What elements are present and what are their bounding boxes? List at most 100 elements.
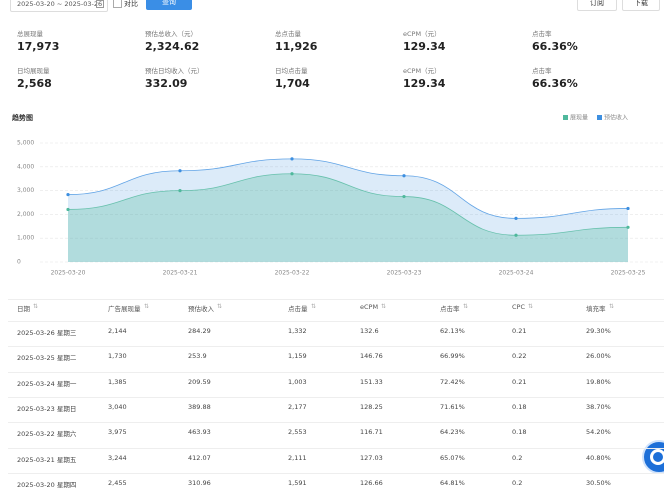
sort-icon: ⇅ <box>33 303 39 310</box>
table-cell: 1,730 <box>108 352 127 361</box>
table-cell: 0.18 <box>512 428 527 437</box>
y-tick-label: 5,000 <box>17 140 34 147</box>
query-button[interactable]: 查询 <box>146 0 192 10</box>
point <box>514 216 518 220</box>
table-cell: 40.80% <box>586 453 611 462</box>
table-cell: 128.25 <box>360 402 383 411</box>
sort-icon: ⇅ <box>463 303 469 310</box>
legend-label: 展现量 <box>570 115 588 122</box>
stat-value: 129.34 <box>403 77 446 90</box>
table-cell: 412.07 <box>188 453 211 462</box>
stat-value: 17,973 <box>17 40 60 53</box>
table-cell: 2,111 <box>288 453 307 462</box>
table-header: CPC <box>512 303 525 311</box>
calendar-icon <box>96 0 104 8</box>
table-cell: 2,553 <box>288 428 307 437</box>
table-cell: 62.13% <box>440 327 465 335</box>
sort-icon: ⇅ <box>144 303 150 310</box>
table-cell: 2025-03-25 星期二 <box>17 354 77 363</box>
table-cell: 127.03 <box>360 453 383 462</box>
table-header: 填充率 <box>586 305 606 313</box>
sort-icon: ⇅ <box>528 303 534 310</box>
table-cell: 1,385 <box>108 377 127 386</box>
point <box>290 172 294 176</box>
row-divider <box>8 346 664 348</box>
y-tick-label: 4,000 <box>17 163 34 170</box>
area-fill <box>68 158 628 262</box>
table-cell: 72.42% <box>440 377 465 386</box>
stat-label: 点击率 <box>532 30 552 38</box>
subscribe-button[interactable]: 订阅 <box>577 0 617 11</box>
download-button[interactable]: 下载 <box>622 0 660 11</box>
table-cell: 2025-03-20 星期四 <box>17 480 77 489</box>
table-cell: 146.76 <box>360 352 383 361</box>
stat-value: 11,926 <box>275 40 318 53</box>
table-cell: 151.33 <box>360 377 383 386</box>
stat-label: 预估总收入（元） <box>145 30 197 38</box>
x-tick-label: 2025-03-20 <box>51 270 86 277</box>
table-cell: 209.59 <box>188 377 211 386</box>
table-cell: 54.20% <box>586 428 611 437</box>
table-cell: 2025-03-26 星期三 <box>17 329 77 337</box>
table-cell: 2025-03-24 星期一 <box>17 379 77 388</box>
table-cell: 2,177 <box>288 402 307 411</box>
stat-label: eCPM（元） <box>403 67 441 75</box>
table-cell: 1,591 <box>288 478 307 487</box>
point <box>66 192 70 197</box>
stat-value: 129.34 <box>403 40 446 53</box>
chart: 0 1,000 2,000 3,000 4,000 5,000 2025-03-20 2025… <box>17 114 664 277</box>
table-cell: 0.22 <box>512 352 527 361</box>
area-fill <box>68 173 628 262</box>
table-header: 日期 <box>17 305 30 313</box>
y-tick-label: 2,000 <box>17 211 34 218</box>
date-picker[interactable] <box>10 0 108 12</box>
table-cell: 253.9 <box>188 352 207 361</box>
sort-icon: ⇅ <box>217 303 223 310</box>
point <box>514 233 518 237</box>
table-cell: 310.96 <box>188 478 211 487</box>
stat-label: 总展现量 <box>17 30 43 38</box>
table-cell: 3,975 <box>108 428 127 437</box>
stat-label: 日均展现量 <box>17 67 50 75</box>
table-cell: 2025-03-22 星期六 <box>17 430 77 439</box>
y-tick-label: 0 <box>17 259 21 266</box>
table-cell: 2025-03-21 星期五 <box>17 455 77 464</box>
table-top <box>8 299 664 300</box>
table-cell: 64.23% <box>440 428 465 437</box>
x-tick-label: 2025-03-25 <box>611 270 646 277</box>
table-cell: 1,003 <box>288 377 307 386</box>
table-cell: 1,159 <box>288 352 307 361</box>
legend-swatch <box>563 115 568 120</box>
help-icon <box>650 449 664 465</box>
compare-label: 对比 <box>124 0 138 8</box>
x-tick-label: 2025-03-22 <box>275 270 310 277</box>
area-line <box>67 158 629 219</box>
point <box>66 207 70 212</box>
chart-title: 趋势图 <box>12 114 33 122</box>
stat-label: 日均点击量 <box>275 67 308 75</box>
row-divider <box>8 371 664 373</box>
table-cell: 38.70% <box>586 402 611 411</box>
legend-label: 预估收入 <box>604 114 628 122</box>
stat-value: 66.36% <box>532 77 578 90</box>
table-cell: 71.61% <box>440 402 465 411</box>
x-tick-label: 2025-03-24 <box>499 270 534 277</box>
point <box>290 157 294 161</box>
stat-value: 2,324.62 <box>145 40 200 53</box>
table-cell: 126.66 <box>360 478 383 487</box>
table-cell: 1,332 <box>288 327 307 335</box>
row-divider <box>8 422 664 424</box>
point <box>626 206 630 211</box>
stat-value: 1,704 <box>275 77 310 90</box>
table-cell: 132.6 <box>360 327 379 335</box>
date-range: 2025-03-20 ~ 2025-03-26 <box>17 0 103 8</box>
compare-checkbox[interactable] <box>113 0 122 8</box>
table-cell: 3,244 <box>108 453 127 462</box>
y-tick-label: 3,000 <box>17 187 34 194</box>
table-cell: 2025-03-23 星期日 <box>17 404 77 413</box>
table-cell: 2,455 <box>108 478 127 487</box>
sort-icon: ⇅ <box>311 303 317 310</box>
table-header: 广告展现量 <box>108 305 141 313</box>
table-cell: 65.07% <box>440 453 465 462</box>
point <box>402 174 406 178</box>
